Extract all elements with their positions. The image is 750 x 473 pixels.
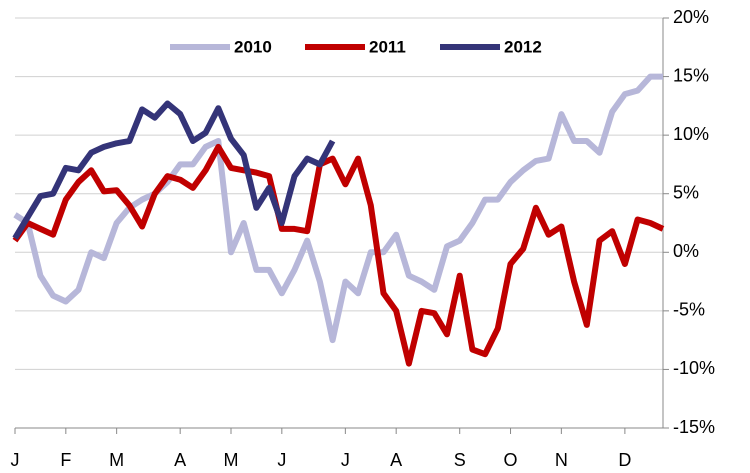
series-line (12, 143, 665, 367)
y-tick-label: 10% (673, 124, 709, 144)
legend-label: 2011 (369, 37, 406, 56)
y-tick-label: 20% (673, 7, 709, 27)
x-tick-label: D (618, 450, 631, 470)
series-line (13, 73, 663, 344)
y-tick-label: -15% (673, 417, 715, 437)
x-tick-label: J (11, 450, 20, 470)
legend-label: 2012 (504, 37, 542, 56)
series-line (12, 100, 336, 240)
x-tick-label: A (174, 450, 186, 470)
x-tick-label: F (60, 450, 71, 470)
x-tick-label: S (454, 450, 466, 470)
legend-label: 2010 (234, 37, 272, 56)
x-tick-label: O (504, 450, 518, 470)
y-tick-label: 5% (673, 182, 699, 202)
x-tick-label: A (390, 450, 402, 470)
x-tick-label: J (277, 450, 286, 470)
x-tick-label: M (224, 450, 239, 470)
y-tick-label: 0% (673, 241, 699, 261)
x-tick-label: N (555, 450, 568, 470)
y-tick-label: -10% (673, 358, 715, 378)
x-tick-label: M (109, 450, 124, 470)
x-tick-label: J (341, 450, 350, 470)
y-tick-label: 15% (673, 65, 709, 85)
y-tick-label: -5% (673, 300, 705, 320)
